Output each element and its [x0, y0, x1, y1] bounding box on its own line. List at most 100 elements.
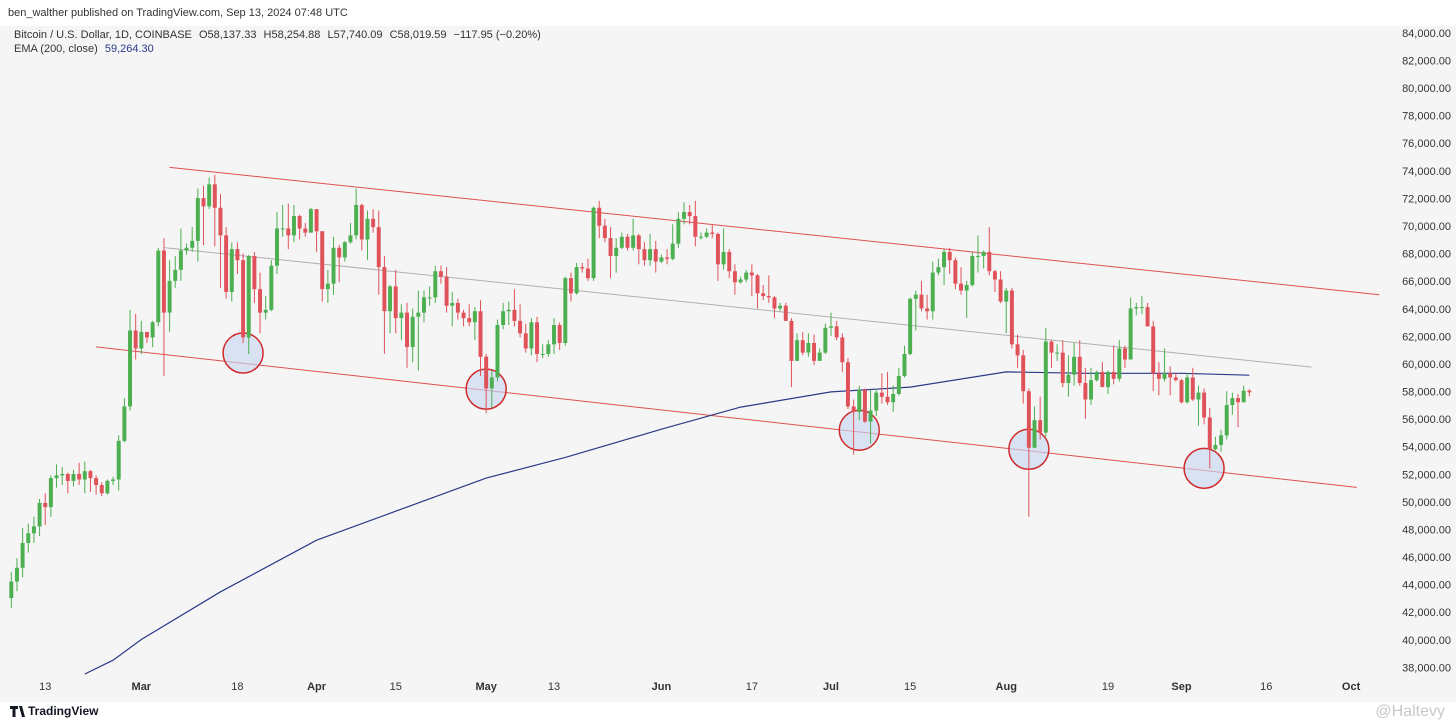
candle-body	[766, 296, 771, 298]
candle-body	[495, 325, 500, 378]
candle-body	[218, 207, 223, 236]
candle-body	[1032, 420, 1037, 448]
highlight-circle	[1183, 447, 1225, 490]
candle-body	[755, 275, 760, 294]
candle-body	[1145, 307, 1150, 327]
x-tick-label: Apr	[307, 681, 327, 693]
y-tick-label: 58,000.00	[1402, 387, 1451, 399]
y-tick-label: 62,000.00	[1402, 331, 1451, 343]
y-tick-label: 52,000.00	[1402, 469, 1451, 481]
candle-body	[308, 209, 313, 233]
candle-body	[82, 471, 87, 480]
candle-body	[438, 271, 443, 277]
candle-body	[111, 479, 116, 481]
candle-body	[840, 337, 845, 363]
candle-body	[806, 342, 811, 353]
candle-body	[930, 272, 935, 312]
candle-body	[258, 289, 263, 313]
x-tick-label: 18	[231, 681, 243, 693]
y-tick-label: 72,000.00	[1402, 193, 1451, 205]
candle-body	[348, 235, 353, 243]
candle-body	[715, 233, 720, 265]
y-tick-label: 42,000.00	[1402, 607, 1451, 619]
candle-body	[727, 251, 732, 272]
candle-body	[314, 209, 319, 232]
candle-body	[1021, 355, 1026, 392]
candle-body	[557, 325, 562, 343]
candle-body	[195, 198, 200, 241]
candle-body	[405, 312, 409, 348]
candle-body	[778, 305, 783, 309]
candle-body	[455, 302, 460, 313]
candle-body	[518, 320, 523, 334]
y-tick-label: 70,000.00	[1402, 221, 1451, 233]
ohlc-open: O58,137.33	[198, 29, 257, 41]
x-tick-label: Aug	[996, 681, 1017, 693]
candle-body	[1055, 352, 1060, 354]
candle-body	[365, 218, 370, 240]
ohlc-low: L57,740.09	[327, 29, 383, 41]
candle-body	[614, 247, 619, 257]
candle-body	[478, 311, 483, 357]
candle-body	[184, 247, 189, 251]
candle-body	[178, 250, 183, 270]
candle-body	[128, 330, 132, 407]
candle-body	[919, 294, 924, 309]
candle-body	[1089, 380, 1094, 400]
candle-body	[732, 271, 737, 283]
y-tick-label: 84,000.00	[1402, 28, 1451, 40]
candle-body	[1077, 356, 1082, 383]
candle-body	[1185, 377, 1190, 403]
y-tick-label: 38,000.00	[1402, 662, 1451, 674]
candle-body	[540, 353, 545, 355]
y-tick-label: 46,000.00	[1402, 552, 1451, 564]
candle-body	[857, 389, 862, 412]
x-tick-label: May	[475, 681, 497, 693]
candle-body	[252, 256, 257, 290]
candle-body	[568, 278, 573, 294]
candle-body	[9, 581, 14, 599]
y-tick-label: 82,000.00	[1402, 55, 1451, 67]
x-tick-label: 13	[548, 681, 560, 693]
candle-body	[1026, 391, 1031, 448]
candle-body	[48, 478, 53, 508]
candle-body	[297, 216, 302, 229]
candle-body	[116, 440, 121, 480]
candle-body	[88, 471, 93, 479]
y-tick-label: 74,000.00	[1402, 166, 1451, 178]
legend: Bitcoin / U.S. Dollar, 1D, COINBASE O58,…	[14, 28, 545, 56]
candle-body	[597, 207, 602, 226]
candle-body	[653, 249, 658, 262]
candle-body	[1151, 326, 1156, 374]
candle-body	[1066, 374, 1071, 383]
candle-body	[834, 326, 839, 338]
y-tick-label: 76,000.00	[1402, 138, 1451, 150]
candle-body	[1139, 307, 1144, 309]
x-tick-label: Oct	[1342, 681, 1361, 693]
candle-body	[212, 184, 217, 208]
symbol: Bitcoin / U.S. Dollar, 1D, COINBASE	[14, 29, 192, 41]
candle-body	[710, 232, 715, 234]
candle-body	[388, 286, 393, 312]
candle-body	[874, 392, 879, 411]
candle-body	[885, 396, 890, 403]
y-tick-label: 80,000.00	[1402, 83, 1451, 95]
candle-body	[1094, 371, 1099, 381]
candle-body	[563, 278, 568, 343]
x-tick-label: Jun	[652, 681, 672, 693]
candle-body	[902, 353, 907, 377]
plot-bg	[0, 26, 1456, 702]
candle-body	[133, 330, 138, 349]
candle-body	[399, 312, 404, 319]
candle-body	[26, 533, 31, 543]
candle-body	[772, 297, 777, 309]
x-tick-label: 19	[1102, 681, 1114, 693]
candle-body	[450, 302, 455, 306]
candle-body	[1060, 352, 1065, 383]
candle-body	[682, 211, 686, 219]
candle-body	[105, 480, 110, 494]
candle-body	[795, 340, 800, 361]
candle-body	[738, 279, 743, 283]
candle-body	[947, 251, 952, 261]
candle-body	[1072, 356, 1077, 375]
